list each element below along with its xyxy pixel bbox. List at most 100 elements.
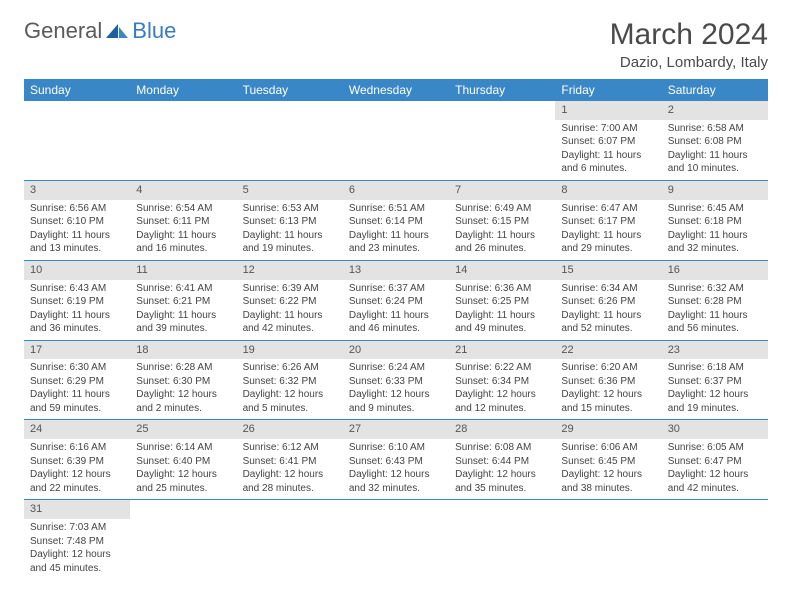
day-info-line: Daylight: 12 hours and 32 minutes. (349, 468, 443, 495)
weekday-header: Thursday (449, 79, 555, 101)
calendar-day-cell: 27Sunrise: 6:10 AMSunset: 6:43 PMDayligh… (343, 420, 449, 500)
day-content (130, 120, 236, 126)
day-number: 26 (237, 420, 343, 439)
day-number: 17 (24, 341, 130, 360)
day-info-line: Sunset: 6:17 PM (561, 215, 655, 229)
day-info-line: Sunset: 6:29 PM (30, 375, 124, 389)
day-number: 16 (662, 261, 768, 280)
day-number (237, 500, 343, 519)
day-content: Sunrise: 6:53 AMSunset: 6:13 PMDaylight:… (237, 200, 343, 260)
day-info-line: Daylight: 11 hours and 59 minutes. (30, 388, 124, 415)
day-info-line: Sunset: 6:45 PM (561, 455, 655, 469)
day-content: Sunrise: 7:03 AMSunset: 7:48 PMDaylight:… (24, 519, 130, 579)
calendar-day-cell: 12Sunrise: 6:39 AMSunset: 6:22 PMDayligh… (237, 260, 343, 340)
calendar-day-cell: 21Sunrise: 6:22 AMSunset: 6:34 PMDayligh… (449, 340, 555, 420)
calendar-day-cell: 30Sunrise: 6:05 AMSunset: 6:47 PMDayligh… (662, 420, 768, 500)
day-content: Sunrise: 6:49 AMSunset: 6:15 PMDaylight:… (449, 200, 555, 260)
calendar-day-cell: 20Sunrise: 6:24 AMSunset: 6:33 PMDayligh… (343, 340, 449, 420)
calendar-day-cell (343, 500, 449, 579)
day-number: 25 (130, 420, 236, 439)
day-info-line: Daylight: 11 hours and 39 minutes. (136, 309, 230, 336)
day-number: 19 (237, 341, 343, 360)
day-info-line: Sunrise: 6:06 AM (561, 441, 655, 455)
day-info-line: Daylight: 12 hours and 22 minutes. (30, 468, 124, 495)
day-number: 31 (24, 500, 130, 519)
day-number: 13 (343, 261, 449, 280)
day-content: Sunrise: 6:47 AMSunset: 6:17 PMDaylight:… (555, 200, 661, 260)
day-content: Sunrise: 6:54 AMSunset: 6:11 PMDaylight:… (130, 200, 236, 260)
day-info-line: Sunset: 6:47 PM (668, 455, 762, 469)
day-content: Sunrise: 6:39 AMSunset: 6:22 PMDaylight:… (237, 280, 343, 340)
day-content: Sunrise: 6:24 AMSunset: 6:33 PMDaylight:… (343, 359, 449, 419)
day-content (237, 519, 343, 525)
day-info-line: Sunset: 6:40 PM (136, 455, 230, 469)
day-info-line: Daylight: 11 hours and 49 minutes. (455, 309, 549, 336)
day-number (449, 500, 555, 519)
weekday-header: Wednesday (343, 79, 449, 101)
calendar-day-cell: 1Sunrise: 7:00 AMSunset: 6:07 PMDaylight… (555, 101, 661, 180)
calendar-day-cell: 13Sunrise: 6:37 AMSunset: 6:24 PMDayligh… (343, 260, 449, 340)
day-info-line: Sunrise: 6:32 AM (668, 282, 762, 296)
header: General Blue March 2024 Dazio, Lombardy,… (24, 18, 768, 71)
calendar-day-cell (449, 500, 555, 579)
day-number: 29 (555, 420, 661, 439)
day-number: 12 (237, 261, 343, 280)
calendar-day-cell: 16Sunrise: 6:32 AMSunset: 6:28 PMDayligh… (662, 260, 768, 340)
weekday-header-row: SundayMondayTuesdayWednesdayThursdayFrid… (24, 79, 768, 101)
calendar-body: 1Sunrise: 7:00 AMSunset: 6:07 PMDaylight… (24, 101, 768, 579)
day-info-line: Sunrise: 6:43 AM (30, 282, 124, 296)
page-title: March 2024 (610, 18, 768, 52)
day-info-line: Daylight: 11 hours and 13 minutes. (30, 229, 124, 256)
day-info-line: Sunrise: 7:03 AM (30, 521, 124, 535)
day-number: 21 (449, 341, 555, 360)
day-info-line: Sunrise: 6:30 AM (30, 361, 124, 375)
day-info-line: Sunrise: 6:18 AM (668, 361, 762, 375)
calendar-day-cell: 28Sunrise: 6:08 AMSunset: 6:44 PMDayligh… (449, 420, 555, 500)
day-info-line: Daylight: 12 hours and 28 minutes. (243, 468, 337, 495)
day-content: Sunrise: 6:51 AMSunset: 6:14 PMDaylight:… (343, 200, 449, 260)
day-number: 24 (24, 420, 130, 439)
weekday-header: Saturday (662, 79, 768, 101)
day-info-line: Sunset: 6:07 PM (561, 135, 655, 149)
day-info-line: Daylight: 12 hours and 12 minutes. (455, 388, 549, 415)
day-content: Sunrise: 6:56 AMSunset: 6:10 PMDaylight:… (24, 200, 130, 260)
sail-icon (104, 22, 130, 40)
day-info-line: Sunset: 6:22 PM (243, 295, 337, 309)
day-content: Sunrise: 6:16 AMSunset: 6:39 PMDaylight:… (24, 439, 130, 499)
day-info-line: Sunrise: 6:14 AM (136, 441, 230, 455)
day-number: 22 (555, 341, 661, 360)
calendar-day-cell: 22Sunrise: 6:20 AMSunset: 6:36 PMDayligh… (555, 340, 661, 420)
day-number: 3 (24, 181, 130, 200)
calendar-day-cell: 2Sunrise: 6:58 AMSunset: 6:08 PMDaylight… (662, 101, 768, 180)
day-content: Sunrise: 6:37 AMSunset: 6:24 PMDaylight:… (343, 280, 449, 340)
day-content: Sunrise: 6:14 AMSunset: 6:40 PMDaylight:… (130, 439, 236, 499)
day-info-line: Sunset: 6:36 PM (561, 375, 655, 389)
day-number: 27 (343, 420, 449, 439)
day-info-line: Daylight: 12 hours and 19 minutes. (668, 388, 762, 415)
day-info-line: Sunrise: 6:10 AM (349, 441, 443, 455)
calendar-day-cell (130, 101, 236, 180)
calendar-day-cell: 23Sunrise: 6:18 AMSunset: 6:37 PMDayligh… (662, 340, 768, 420)
calendar-day-cell: 8Sunrise: 6:47 AMSunset: 6:17 PMDaylight… (555, 180, 661, 260)
day-info-line: Daylight: 11 hours and 56 minutes. (668, 309, 762, 336)
calendar-day-cell: 3Sunrise: 6:56 AMSunset: 6:10 PMDaylight… (24, 180, 130, 260)
calendar-week-row: 24Sunrise: 6:16 AMSunset: 6:39 PMDayligh… (24, 420, 768, 500)
day-number: 14 (449, 261, 555, 280)
calendar-day-cell: 15Sunrise: 6:34 AMSunset: 6:26 PMDayligh… (555, 260, 661, 340)
day-number (237, 101, 343, 120)
day-info-line: Sunrise: 6:16 AM (30, 441, 124, 455)
day-content: Sunrise: 6:36 AMSunset: 6:25 PMDaylight:… (449, 280, 555, 340)
day-info-line: Sunrise: 6:49 AM (455, 202, 549, 216)
day-info-line: Sunset: 6:44 PM (455, 455, 549, 469)
calendar-week-row: 31Sunrise: 7:03 AMSunset: 7:48 PMDayligh… (24, 500, 768, 579)
calendar-day-cell: 19Sunrise: 6:26 AMSunset: 6:32 PMDayligh… (237, 340, 343, 420)
day-info-line: Daylight: 11 hours and 29 minutes. (561, 229, 655, 256)
day-info-line: Daylight: 12 hours and 42 minutes. (668, 468, 762, 495)
calendar-day-cell: 7Sunrise: 6:49 AMSunset: 6:15 PMDaylight… (449, 180, 555, 260)
day-number: 28 (449, 420, 555, 439)
calendar-day-cell (237, 101, 343, 180)
day-content: Sunrise: 6:12 AMSunset: 6:41 PMDaylight:… (237, 439, 343, 499)
day-info-line: Sunset: 6:13 PM (243, 215, 337, 229)
weekday-header: Sunday (24, 79, 130, 101)
day-number: 7 (449, 181, 555, 200)
